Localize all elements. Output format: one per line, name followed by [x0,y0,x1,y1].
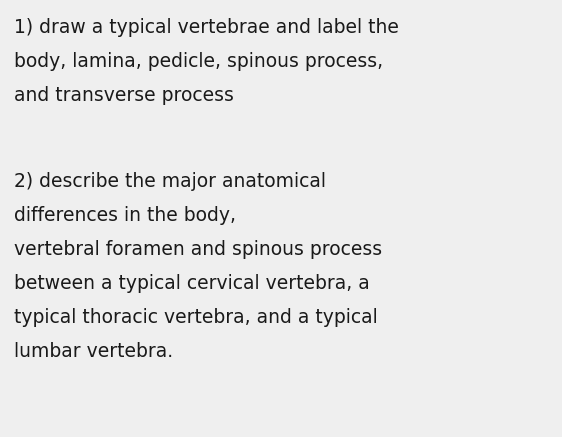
Text: and transverse process: and transverse process [14,86,234,105]
Text: differences in the body,: differences in the body, [14,206,236,225]
Text: 1) draw a typical vertebrae and label the: 1) draw a typical vertebrae and label th… [14,18,399,37]
Text: typical thoracic vertebra, and a typical: typical thoracic vertebra, and a typical [14,308,378,327]
Text: lumbar vertebra.: lumbar vertebra. [14,342,173,361]
Text: vertebral foramen and spinous process: vertebral foramen and spinous process [14,240,382,259]
Text: 2) describe the major anatomical: 2) describe the major anatomical [14,172,326,191]
Text: body, lamina, pedicle, spinous process,: body, lamina, pedicle, spinous process, [14,52,383,71]
Text: between a typical cervical vertebra, a: between a typical cervical vertebra, a [14,274,370,293]
